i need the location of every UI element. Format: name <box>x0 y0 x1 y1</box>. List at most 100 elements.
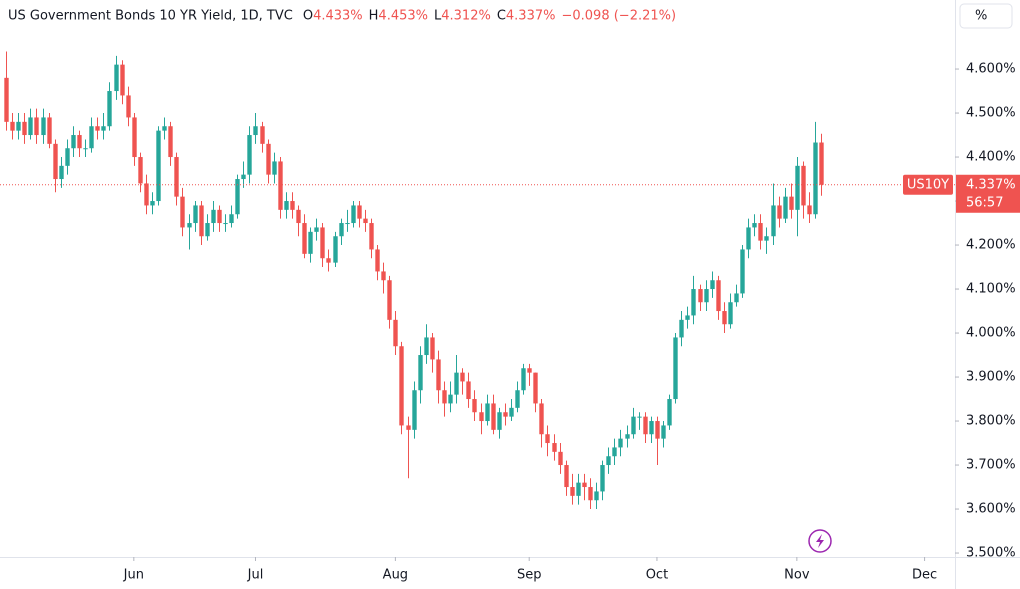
candle-body <box>278 161 283 210</box>
candle-body <box>47 117 52 144</box>
ohlc-key: O <box>303 9 313 24</box>
x-tick-label: Oct <box>646 568 668 583</box>
candle-body <box>180 196 185 228</box>
candle-body <box>631 416 636 435</box>
candle-body <box>211 209 216 224</box>
candle-body <box>77 135 82 149</box>
candle-body <box>253 126 258 136</box>
y-tick-label: 4.500% <box>966 106 1016 121</box>
candle-body <box>34 117 39 136</box>
candle-body <box>783 196 788 219</box>
price-badge <box>956 174 1020 213</box>
last-price-label: 4.337% <box>966 177 1016 192</box>
candle-body <box>65 148 70 166</box>
candle-body <box>795 165 800 210</box>
candle-body <box>107 91 112 127</box>
candle-body <box>241 174 246 180</box>
candle-body <box>387 280 392 320</box>
candle-body <box>564 465 569 488</box>
candle-body <box>369 223 374 250</box>
candle-body <box>59 165 64 180</box>
countdown-label: 56:57 <box>966 195 1003 210</box>
header: US Government Bonds 10 YR Yield, 1D, TVC… <box>8 9 676 24</box>
candle-body <box>710 280 715 290</box>
candle-body <box>661 425 666 439</box>
candle-body <box>442 390 447 404</box>
ohlc-value: 4.433% <box>313 9 363 24</box>
candle-body <box>625 434 630 439</box>
candle-body <box>144 183 149 206</box>
candle-body <box>41 117 46 136</box>
candle-body <box>339 223 344 237</box>
symbol-label: US10Y <box>907 177 949 192</box>
ohlc-key: C <box>497 9 506 24</box>
chart-title: US Government Bonds 10 YR Yield, 1D, TVC <box>8 9 293 24</box>
candle-body <box>552 443 557 452</box>
y-tick-label: 3.600% <box>966 502 1016 517</box>
candle-body <box>187 223 192 228</box>
candle-body <box>235 179 240 215</box>
y-tick-label: 4.200% <box>966 238 1016 253</box>
candle-body <box>722 311 727 325</box>
candle-body <box>22 121 27 136</box>
y-tick-label: 3.900% <box>966 370 1016 385</box>
candle-body <box>83 148 88 150</box>
y-tick-label: 4.600% <box>966 62 1016 77</box>
y-tick-label: 4.400% <box>966 150 1016 165</box>
candle-body <box>491 403 496 430</box>
y-tick-label: 3.700% <box>966 458 1016 473</box>
scale-button[interactable] <box>959 3 1013 29</box>
candle-body <box>363 218 368 224</box>
x-tick-label: Dec <box>912 568 937 583</box>
candle-body <box>685 315 690 320</box>
candle-body <box>819 142 824 185</box>
icon-bolt[interactable] <box>816 534 824 548</box>
candle-body <box>643 416 648 435</box>
candle-body <box>16 121 21 131</box>
x-tick-label: Jun <box>123 568 144 583</box>
candle-body <box>600 465 605 492</box>
candle-body <box>479 412 484 422</box>
candle-body <box>120 64 125 96</box>
candle-body <box>424 337 429 356</box>
candle-body <box>527 368 532 373</box>
candle-body <box>515 390 520 408</box>
candle-body <box>679 319 684 338</box>
candle-body <box>375 249 380 272</box>
candle-body <box>28 117 33 136</box>
candle-body <box>345 223 350 225</box>
candle-body <box>667 399 672 426</box>
candle-body <box>618 438 623 448</box>
candle-body <box>558 451 563 466</box>
candle-body <box>521 368 526 391</box>
candle-body <box>801 165 806 206</box>
candle-body <box>205 223 210 237</box>
candle-body <box>156 130 161 202</box>
candle-body <box>193 205 198 224</box>
lightning-icon[interactable] <box>808 529 832 553</box>
candle-body <box>266 143 271 175</box>
candle-body <box>430 337 435 360</box>
candle-body <box>655 421 660 439</box>
candle-body <box>454 372 459 395</box>
change: −0.098 (−2.21%) <box>561 9 676 24</box>
candle-body <box>229 214 234 224</box>
ohlc-value: 4.337% <box>506 9 556 24</box>
candle-body <box>296 209 301 224</box>
scale-button-label[interactable]: % <box>975 9 987 24</box>
candle-body <box>101 126 106 131</box>
y-tick-label: 3.500% <box>966 546 1016 561</box>
candle-body <box>260 126 265 144</box>
y-tick-label: 4.000% <box>966 326 1016 341</box>
candle-body <box>223 223 228 225</box>
candle-body <box>10 121 15 131</box>
candle-body <box>758 223 763 241</box>
candle-body <box>132 117 137 158</box>
candle-body <box>150 201 155 206</box>
candle-body <box>691 289 696 316</box>
candle-body <box>357 205 362 219</box>
candle-body <box>752 223 757 228</box>
candle-body <box>740 249 745 294</box>
candle-body <box>789 196 794 210</box>
